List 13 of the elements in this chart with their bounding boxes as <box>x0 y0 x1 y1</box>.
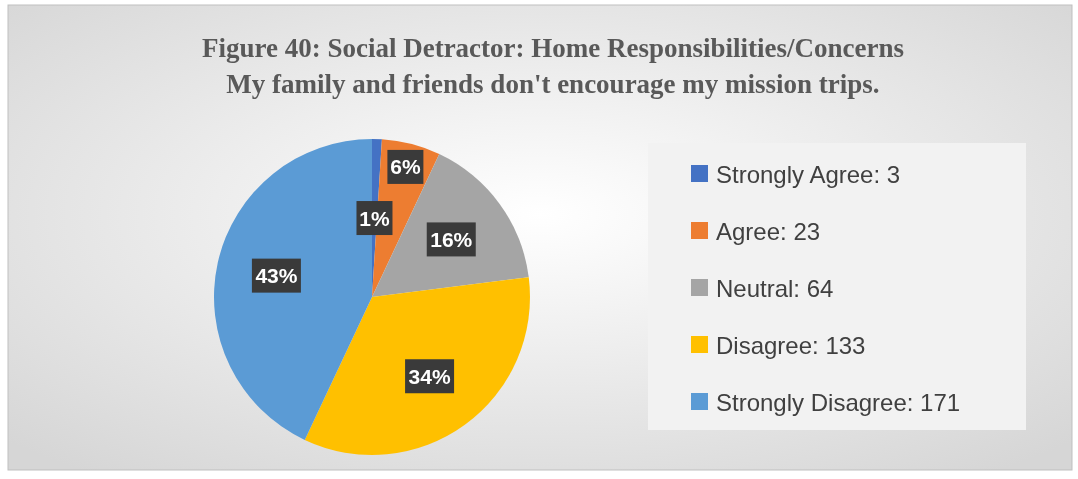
legend-label: Strongly Agree: 3 <box>716 160 901 188</box>
chart-title: Figure 40: Social Detractor: Home Responsibilities/Concerns <box>201 33 905 63</box>
data-label: 1% <box>359 206 390 230</box>
legend-label: Disagree: 133 <box>716 331 866 359</box>
data-label: 6% <box>390 155 421 179</box>
data-label: 16% <box>430 227 473 251</box>
legend-label: Strongly Disagree: 171 <box>716 388 961 416</box>
data-label: 43% <box>255 264 298 288</box>
data-label: 34% <box>408 364 451 388</box>
chart-subtitle: My family and friends don't encourage my mission trips. <box>226 69 880 99</box>
legend-label: Neutral: 64 <box>716 274 834 302</box>
pie-slice <box>304 277 530 455</box>
legend-label: Agree: 23 <box>716 217 821 245</box>
